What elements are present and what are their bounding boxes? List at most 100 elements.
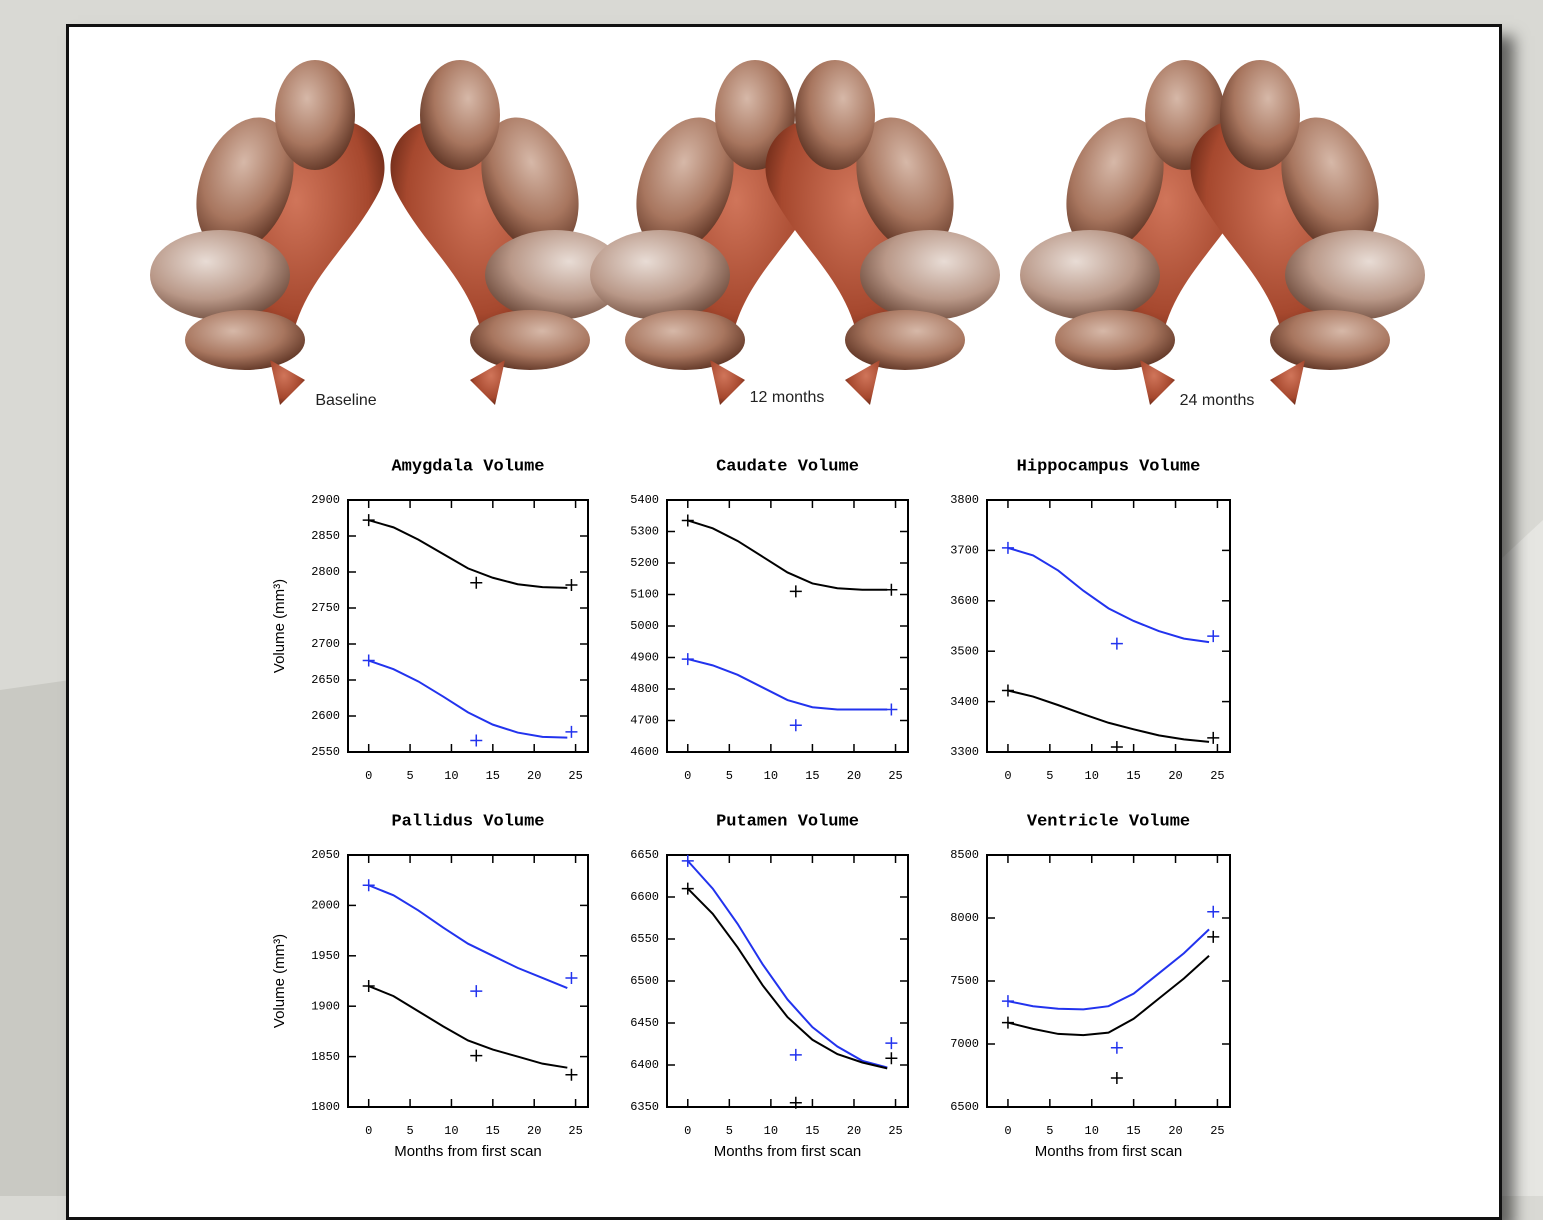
data-point bbox=[1110, 740, 1123, 753]
x-tick-label: 5 bbox=[1046, 769, 1053, 783]
y-tick-label: 6450 bbox=[630, 1016, 659, 1030]
x-tick-label: 5 bbox=[406, 1124, 413, 1138]
x-tick-label: 20 bbox=[847, 769, 861, 783]
x-tick-label: 5 bbox=[406, 769, 413, 783]
y-tick-label: 2650 bbox=[311, 673, 340, 687]
data-point bbox=[681, 854, 694, 867]
x-tick-label: 15 bbox=[805, 769, 819, 783]
data-point bbox=[681, 653, 694, 666]
data-point bbox=[789, 1096, 802, 1109]
fit-curve bbox=[1007, 546, 1210, 644]
y-tick-label: 2900 bbox=[311, 493, 340, 507]
data-point bbox=[789, 585, 802, 598]
chart-title: Putamen Volume bbox=[716, 812, 859, 831]
y-tick-label: 3300 bbox=[950, 745, 979, 759]
fit-curve bbox=[687, 860, 888, 1069]
x-tick-label: 20 bbox=[527, 1124, 541, 1138]
y-tick-label: 3700 bbox=[950, 544, 979, 558]
fit-curve bbox=[368, 519, 568, 589]
y-tick-label: 5100 bbox=[630, 588, 659, 602]
data-point bbox=[1001, 541, 1014, 554]
y-tick-label: 6500 bbox=[950, 1100, 979, 1114]
data-point bbox=[1110, 1072, 1123, 1085]
y-tick-label: 6650 bbox=[630, 848, 659, 862]
fit-curve bbox=[687, 887, 888, 1070]
data-point bbox=[885, 1037, 898, 1050]
background-shape bbox=[0, 680, 70, 1196]
fit-curve bbox=[1007, 955, 1210, 1037]
x-tick-label: 15 bbox=[1126, 1124, 1140, 1138]
y-tick-label: 2000 bbox=[311, 899, 340, 913]
y-tick-label: 3600 bbox=[950, 594, 979, 608]
x-tick-label: 5 bbox=[726, 769, 733, 783]
brain-render-12-months bbox=[590, 60, 1000, 405]
data-point bbox=[885, 703, 898, 716]
data-point bbox=[362, 654, 375, 667]
fit-curve bbox=[687, 519, 888, 591]
x-tick-label: 25 bbox=[1210, 1124, 1224, 1138]
chart-title: Caudate Volume bbox=[716, 457, 859, 476]
x-tick-label: 20 bbox=[1168, 769, 1182, 783]
data-point bbox=[1001, 1016, 1014, 1029]
brain-left bbox=[1020, 60, 1255, 405]
data-point bbox=[885, 583, 898, 596]
y-tick-label: 1900 bbox=[311, 999, 340, 1013]
data-point bbox=[1001, 995, 1014, 1008]
x-tick-label: 5 bbox=[1046, 1124, 1053, 1138]
y-tick-label: 6550 bbox=[630, 932, 659, 946]
x-tick-label: 25 bbox=[888, 769, 902, 783]
plot-frame bbox=[986, 854, 1231, 1108]
fit-curve bbox=[368, 985, 568, 1069]
y-axis-label: Volume (mm³) bbox=[271, 934, 288, 1028]
chart-title: Ventricle Volume bbox=[1027, 812, 1190, 831]
chart-title: Hippocampus Volume bbox=[1017, 457, 1201, 476]
x-tick-label: 10 bbox=[444, 1124, 458, 1138]
data-point bbox=[470, 1049, 483, 1062]
data-point bbox=[1110, 1041, 1123, 1054]
x-tick-label: 20 bbox=[527, 769, 541, 783]
data-point bbox=[362, 980, 375, 993]
y-tick-label: 1850 bbox=[311, 1050, 340, 1064]
data-point bbox=[565, 971, 578, 984]
chart: Ventricle Volume 6500 7000 7500 8000 8500 0 5 10… bbox=[950, 812, 1231, 1160]
x-tick-label: 0 bbox=[1004, 769, 1011, 783]
y-tick-label: 7000 bbox=[950, 1037, 979, 1051]
data-point bbox=[470, 985, 483, 998]
y-tick-label: 2700 bbox=[311, 637, 340, 651]
data-point bbox=[470, 576, 483, 589]
brain-left bbox=[590, 60, 825, 405]
x-tick-label: 0 bbox=[365, 769, 372, 783]
y-tick-label: 4600 bbox=[630, 745, 659, 759]
y-tick-label: 5400 bbox=[630, 493, 659, 507]
x-tick-label: 20 bbox=[847, 1124, 861, 1138]
x-tick-label: 0 bbox=[1004, 1124, 1011, 1138]
data-point bbox=[565, 1068, 578, 1081]
brain-right bbox=[1190, 60, 1425, 405]
y-tick-label: 8000 bbox=[950, 911, 979, 925]
fit-curve bbox=[368, 659, 568, 739]
x-tick-label: 10 bbox=[764, 1124, 778, 1138]
x-axis-label: Months from first scan bbox=[714, 1143, 862, 1160]
y-tick-label: 3800 bbox=[950, 493, 979, 507]
x-tick-label: 25 bbox=[1210, 769, 1224, 783]
data-point bbox=[565, 578, 578, 591]
x-axis-label: Months from first scan bbox=[1035, 1143, 1183, 1160]
brain-right bbox=[765, 60, 1000, 405]
y-tick-label: 6400 bbox=[630, 1058, 659, 1072]
x-tick-label: 0 bbox=[684, 769, 691, 783]
y-tick-label: 2050 bbox=[311, 848, 340, 862]
y-tick-label: 7500 bbox=[950, 974, 979, 988]
data-point bbox=[1207, 905, 1220, 918]
x-tick-label: 25 bbox=[568, 1124, 582, 1138]
data-point bbox=[1207, 630, 1220, 643]
plot-frame bbox=[347, 499, 589, 753]
chart: Putamen Volume 6350 6400 6450 6500 6550 6600 66… bbox=[630, 812, 909, 1160]
chart: Pallidus Volume 1800 1850 1900 1950 2000 2050 0… bbox=[271, 812, 589, 1160]
y-tick-label: 6600 bbox=[630, 890, 659, 904]
y-tick-label: 6350 bbox=[630, 1100, 659, 1114]
x-tick-label: 15 bbox=[486, 769, 500, 783]
x-tick-label: 10 bbox=[444, 769, 458, 783]
x-tick-label: 25 bbox=[888, 1124, 902, 1138]
image-caption: 24 months bbox=[1180, 392, 1255, 409]
